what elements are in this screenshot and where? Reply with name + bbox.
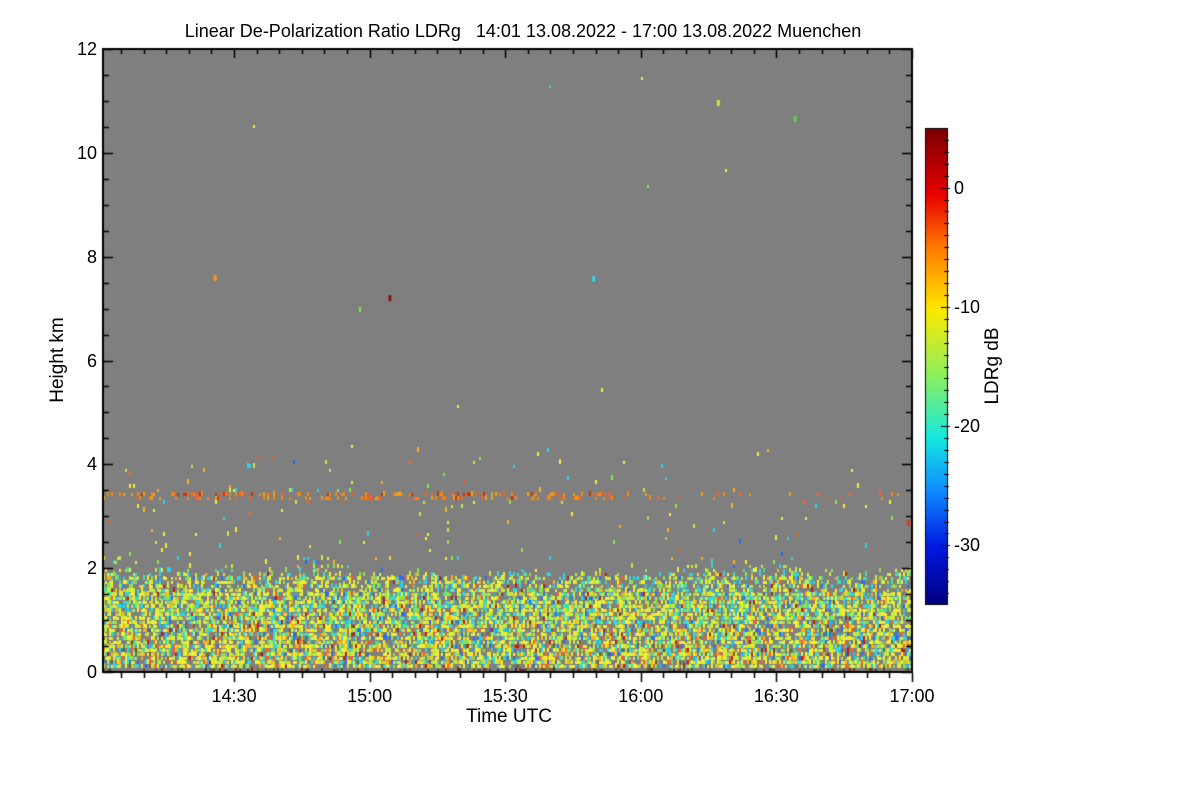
- plot-title: Linear De-Polarization Ratio LDRg 14:01 …: [184, 21, 862, 41]
- x-tick-label: 14:30: [211, 686, 257, 706]
- colorbar-tick-label: -10: [954, 296, 981, 317]
- y-tick-label: 0: [86, 662, 97, 682]
- colorbar-tick-label: -20: [954, 416, 981, 437]
- colorbar-tick-label: 0: [954, 177, 965, 198]
- colorbar-title: LDRg dB: [982, 327, 1003, 405]
- y-tick-label: 2: [86, 558, 97, 579]
- y-tick-label: 6: [86, 350, 97, 371]
- y-tick-label: 8: [86, 246, 97, 267]
- colorbar-tick-label: -30: [954, 535, 981, 556]
- x-tick-label: 15:00: [347, 686, 393, 706]
- y-tick-label: 12: [76, 39, 97, 59]
- y-tick-label: 10: [76, 142, 97, 163]
- x-tick-label: 16:00: [618, 686, 664, 706]
- y-tick-label: 4: [86, 454, 97, 475]
- x-tick-label: 17:00: [889, 686, 935, 706]
- x-axis-title: Time UTC: [466, 706, 552, 727]
- x-tick-label: 15:30: [482, 686, 528, 706]
- x-tick-label: 16:30: [753, 686, 799, 706]
